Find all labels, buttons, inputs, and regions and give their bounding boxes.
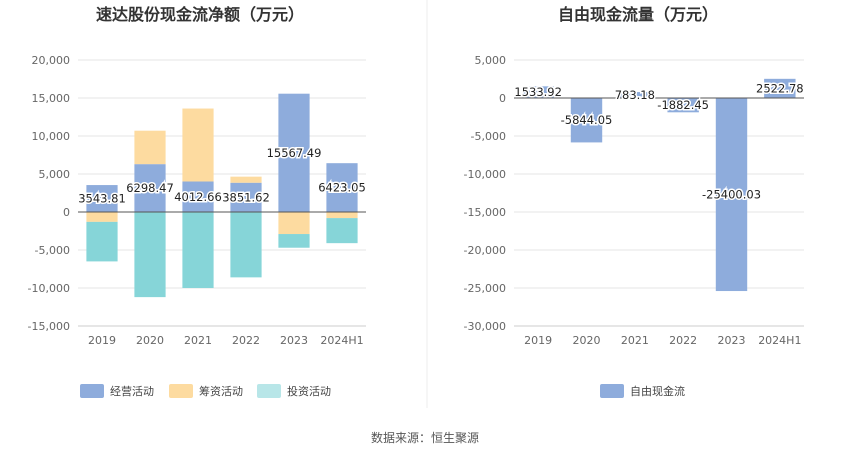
bar-自由现金流-2024H1 [764,78,796,98]
x-tick-label: 2023 [718,334,746,347]
legend-swatch-投资活动 [257,384,281,398]
data-label: -5844.05 [561,113,613,127]
x-tick-label: 2021 [184,334,212,347]
bar-自由现金流-2023 [715,98,748,292]
bar-自由现金流-2019 [522,86,554,98]
y-tick-label: -10,000 [28,282,70,295]
x-tick-label: 2020 [573,334,601,347]
data-label: 15567.49 [267,146,322,160]
y-tick-label: -30,000 [464,320,506,333]
y-tick-label: -5,000 [35,244,70,257]
x-tick-label: 2020 [136,334,164,347]
y-tick-label: -5,000 [471,130,506,143]
data-label: 2522.78 [756,81,804,95]
bar-经营活动-2019 [86,185,118,212]
bar-投资活动-2021 [182,212,214,288]
y-tick-label: 10,000 [32,130,71,143]
left-chart-title: 速达股份现金流净额（万元） [96,5,304,24]
data-label: 6298.47 [126,181,174,195]
data-label: -25400.03 [702,188,761,202]
bar-经营活动-2024H1 [326,163,358,212]
bar-筹资活动-2022 [230,176,262,183]
bar-经营活动-2023 [278,93,310,212]
x-tick-label: 2021 [621,334,649,347]
x-tick-label: 2022 [669,334,697,347]
legend-swatch-自由现金流 [600,384,624,398]
x-tick-label: 2024H1 [758,334,801,347]
x-tick-label: 2019 [524,334,552,347]
bar-筹资活动-2019 [86,212,118,222]
x-tick-label: 2024H1 [320,334,363,347]
legend-swatch-经营活动 [80,384,104,398]
y-tick-label: -25,000 [464,282,506,295]
bar-经营活动-2022 [230,182,262,212]
bar-投资活动-2022 [230,212,262,278]
data-label: 3851.62 [222,190,270,204]
bar-投资活动-2023 [278,234,310,248]
x-tick-label: 2022 [232,334,260,347]
x-tick-label: 2019 [88,334,116,347]
legend-swatch-筹资活动 [169,384,193,398]
bar-筹资活动-2023 [278,212,310,235]
y-tick-label: 20,000 [32,54,71,67]
data-label: 1533.92 [514,85,562,99]
bar-经营活动-2021 [182,181,214,212]
cash-flow-stacked-bar-chart: 20,000 15,000 10,000 5,000 0 -5,000 -10,000 -15… [28,54,367,398]
bar-自由现金流-2022 [667,98,699,113]
y-tick-label: 15,000 [32,92,71,105]
y-tick-label: -10,000 [464,168,506,181]
data-label: 3543.81 [78,192,126,206]
data-label: 4012.66 [174,190,222,204]
y-tick-label: 5,000 [39,168,71,181]
data-source: 数据来源：恒生聚源 [371,430,479,445]
legend-label: 自由现金流 [630,384,685,398]
right-chart-title: 自由现金流量（万元） [558,5,718,24]
bar-筹资活动-2024H1 [326,212,358,219]
bar-自由现金流-2020 [570,98,603,143]
data-label: -1882.45 [657,98,709,112]
y-tick-label: 0 [499,92,506,105]
x-tick-label: 2023 [280,334,308,347]
legend-label: 投资活动 [287,384,331,398]
y-tick-label: 5,000 [475,54,507,67]
y-tick-label: 0 [63,206,70,219]
data-label: 783.18 [615,88,655,102]
bar-自由现金流-2021 [619,92,651,98]
bar-投资活动-2024H1 [326,218,358,244]
y-tick-label: -15,000 [464,206,506,219]
legend-label: 经营活动 [110,384,154,398]
bar-筹资活动-2021 [182,108,214,182]
legend-label: 筹资活动 [199,384,243,398]
y-tick-label: -15,000 [28,320,70,333]
data-label: 6423.05 [318,181,366,195]
bar-筹资活动-2020 [134,130,166,165]
free-cash-flow-bar-chart: 5,000 0 -5,000 -10,000 -15,000 -20,000 -25,000… [464,54,805,398]
bar-经营活动-2020 [134,164,166,212]
bar-投资活动-2019 [86,221,118,262]
y-tick-label: -20,000 [464,244,506,257]
bar-投资活动-2020 [134,212,166,298]
